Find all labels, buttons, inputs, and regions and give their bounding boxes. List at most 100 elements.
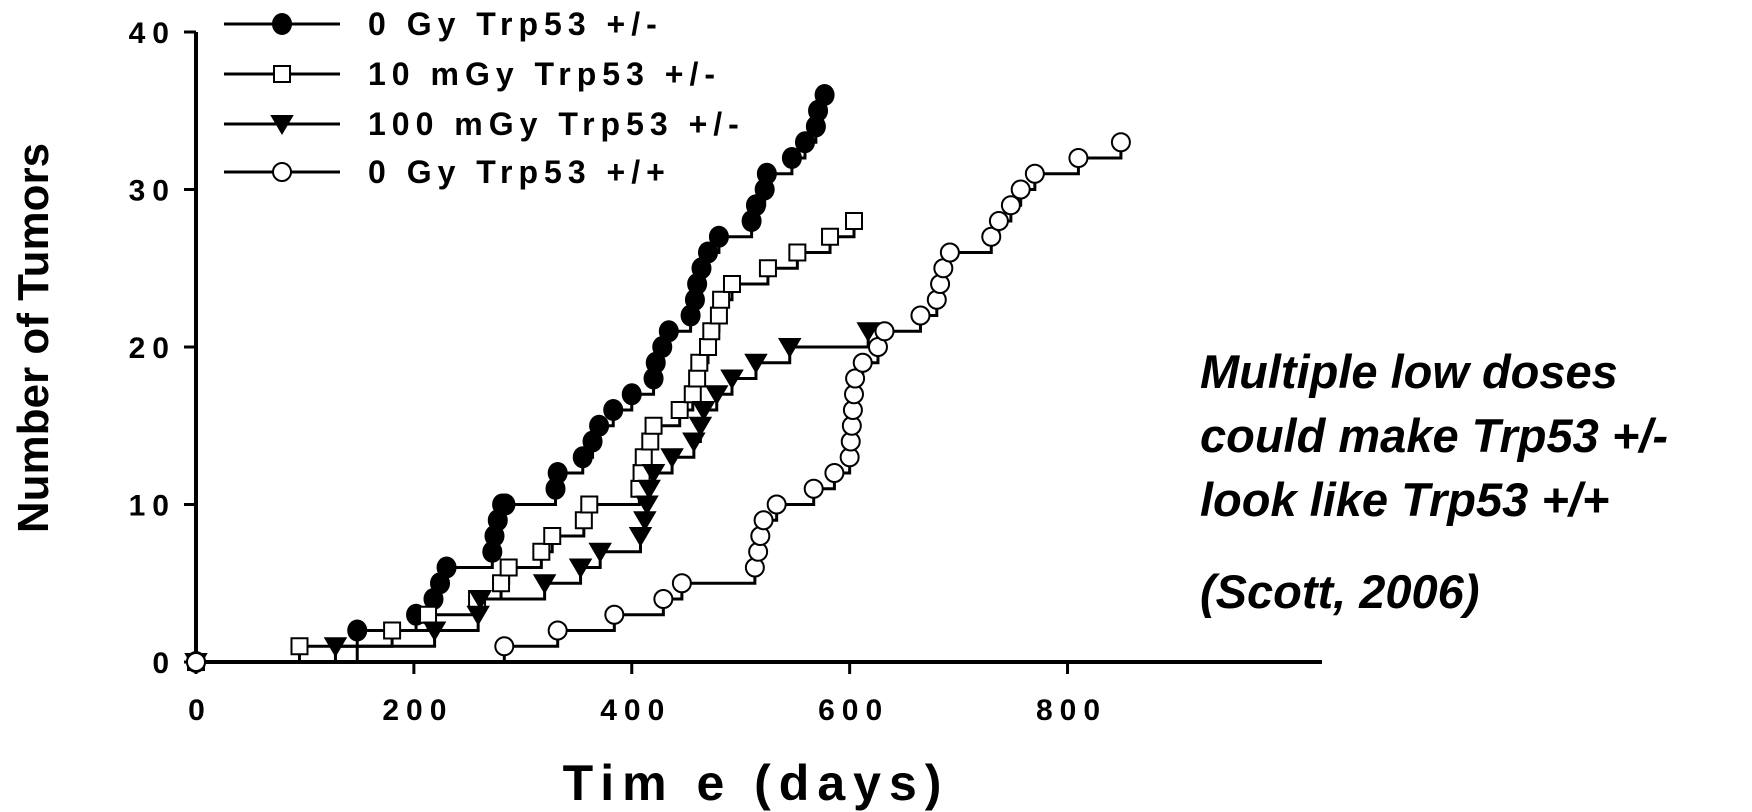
data-point bbox=[758, 259, 777, 278]
data-point bbox=[852, 352, 873, 373]
data-point bbox=[856, 322, 880, 343]
series-4 bbox=[186, 132, 1131, 672]
data-point bbox=[766, 494, 787, 515]
data-point bbox=[682, 432, 706, 453]
data-point bbox=[383, 621, 402, 640]
data-point bbox=[753, 510, 774, 531]
data-point bbox=[788, 243, 807, 262]
data-point bbox=[704, 385, 729, 406]
data-point bbox=[621, 383, 642, 406]
annotation-citation: (Scott, 2006) bbox=[1200, 565, 1480, 618]
x-tick-label: 600 bbox=[818, 694, 889, 727]
data-point bbox=[644, 416, 663, 435]
data-point bbox=[574, 511, 593, 530]
data-point bbox=[641, 432, 660, 451]
y-tick-label: 0 bbox=[152, 647, 176, 680]
data-point bbox=[824, 463, 845, 483]
data-point bbox=[814, 84, 835, 106]
data-point bbox=[1110, 132, 1131, 153]
series-line bbox=[196, 331, 870, 664]
data-point bbox=[634, 448, 653, 467]
legend-label: 0 Gy Trp53 +/+ bbox=[368, 154, 671, 190]
data-point bbox=[1024, 163, 1045, 184]
data-point bbox=[709, 306, 728, 325]
data-point bbox=[1000, 195, 1021, 216]
x-axis-title: Tim e (days) bbox=[563, 755, 950, 811]
data-point bbox=[988, 211, 1009, 231]
data-point bbox=[702, 322, 721, 341]
data-point bbox=[658, 320, 679, 343]
data-point bbox=[635, 495, 659, 516]
data-point bbox=[422, 621, 447, 642]
annotation-line: could make Trp53 +/- bbox=[1200, 409, 1669, 462]
data-point bbox=[495, 493, 516, 516]
data-point bbox=[1068, 148, 1089, 168]
data-point bbox=[690, 353, 709, 372]
data-point bbox=[874, 321, 895, 342]
legend-marker bbox=[273, 65, 291, 83]
legend-marker bbox=[272, 162, 292, 182]
data-point bbox=[794, 131, 815, 154]
data-point bbox=[468, 590, 493, 610]
data-point bbox=[499, 558, 518, 577]
x-tick-label: 0 bbox=[188, 694, 212, 727]
annotation-line: look like Trp53 +/+ bbox=[1200, 473, 1610, 526]
data-point bbox=[910, 305, 931, 326]
data-point bbox=[720, 369, 744, 390]
data-point bbox=[492, 574, 511, 593]
data-point bbox=[1010, 179, 1031, 200]
data-point bbox=[186, 652, 206, 672]
data-point bbox=[691, 401, 716, 421]
data-point bbox=[671, 573, 692, 594]
data-point bbox=[712, 290, 731, 309]
data-point bbox=[683, 385, 702, 404]
data-point bbox=[532, 542, 551, 561]
y-tick-label: 10 bbox=[129, 490, 176, 523]
series-line bbox=[196, 142, 1123, 664]
data-point bbox=[628, 527, 653, 547]
data-point bbox=[756, 162, 777, 185]
x-tick-label: 200 bbox=[382, 694, 453, 727]
data-point bbox=[532, 574, 557, 595]
data-point bbox=[604, 604, 625, 625]
data-point bbox=[436, 556, 457, 579]
data-point bbox=[547, 462, 568, 484]
data-point bbox=[845, 368, 866, 389]
data-point bbox=[637, 479, 661, 500]
data-point bbox=[547, 620, 568, 641]
data-point bbox=[698, 241, 719, 264]
legend-label: 100 mGy Trp53 +/- bbox=[368, 106, 745, 142]
y-tick-label: 40 bbox=[129, 17, 176, 50]
data-point bbox=[845, 212, 864, 230]
series-2 bbox=[187, 212, 864, 671]
legend-label: 0 Gy Trp53 +/- bbox=[368, 6, 663, 42]
series-layer bbox=[184, 84, 1131, 673]
data-point bbox=[745, 194, 766, 217]
data-point bbox=[660, 448, 684, 469]
data-point bbox=[981, 226, 1002, 247]
legend-label: 10 mGy Trp53 +/- bbox=[368, 56, 721, 92]
y-tick-label: 30 bbox=[129, 175, 176, 208]
data-point bbox=[670, 401, 689, 419]
x-tick-label: 400 bbox=[600, 694, 671, 727]
data-point bbox=[419, 605, 438, 624]
data-point bbox=[821, 227, 840, 246]
data-point bbox=[708, 225, 729, 248]
data-point bbox=[699, 338, 718, 356]
data-point bbox=[290, 637, 309, 656]
data-point bbox=[603, 399, 624, 421]
data-point bbox=[588, 542, 612, 563]
data-point bbox=[641, 464, 666, 484]
data-point bbox=[803, 478, 824, 499]
axes: 0 200 400 600 800 0 10 20 30 40 bbox=[129, 17, 1322, 727]
data-point bbox=[494, 636, 515, 657]
data-point bbox=[781, 147, 802, 169]
series-1 bbox=[186, 84, 835, 673]
data-point bbox=[323, 637, 348, 658]
annotation-line: Multiple low doses bbox=[1200, 345, 1618, 398]
data-point bbox=[688, 369, 707, 388]
legend-marker bbox=[270, 115, 294, 135]
data-point bbox=[572, 446, 593, 469]
data-point bbox=[466, 605, 490, 626]
annotation-text: Multiple low doses could make Trp53 +/- … bbox=[1200, 340, 1668, 532]
